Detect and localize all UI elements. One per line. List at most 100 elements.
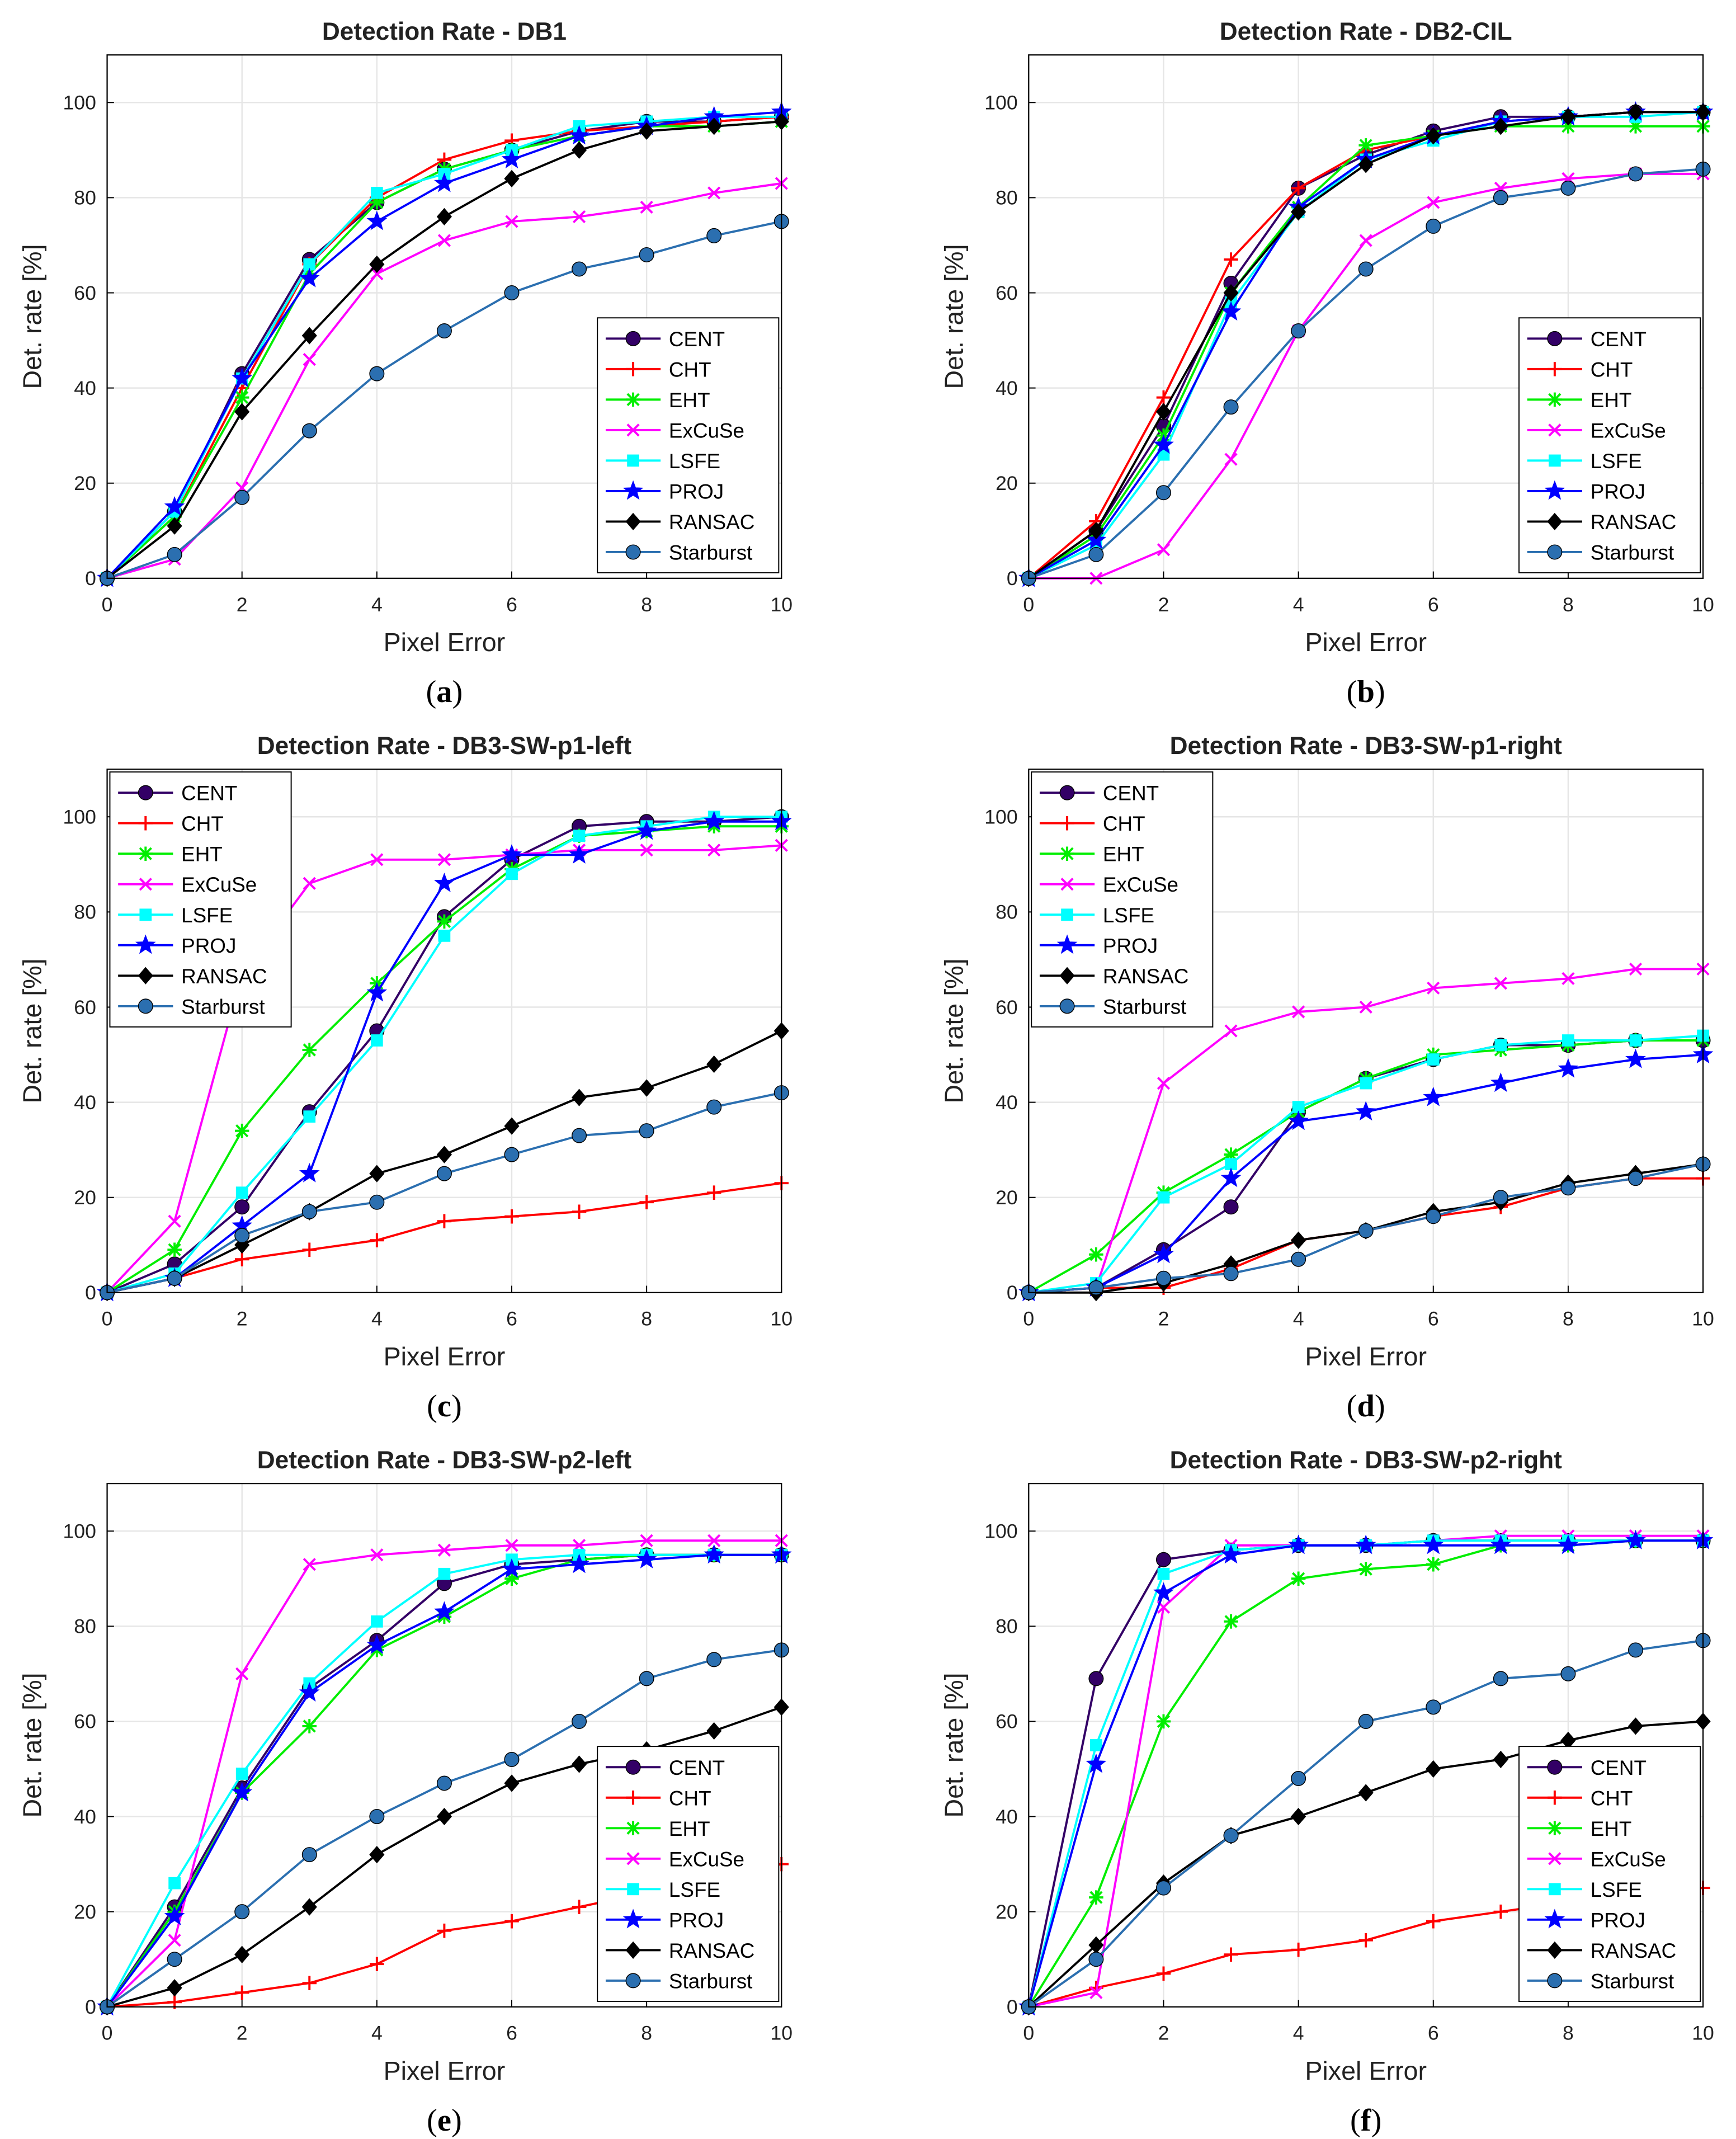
legend-box [109,771,292,1028]
data-point-proj [299,1162,320,1182]
data-point-starburst [1628,1171,1643,1186]
data-point-proj [501,844,522,864]
data-point-starburst [167,1270,182,1286]
legend-item-lsfe: LSFE [118,904,233,927]
legend-item-cent: CENT [1039,782,1159,805]
data-point-proj [569,125,589,145]
y-tick-label: 0 [85,1281,96,1304]
data-point-ransac [436,1146,452,1163]
data-point-eht [302,1043,317,1057]
legend-item-ransac: RANSAC [605,511,754,534]
data-point-starburst [504,285,520,301]
legend-marker [1548,423,1562,437]
x-tick-label: 8 [1563,593,1574,616]
data-point-excuse [303,877,316,890]
legend-marker [1544,480,1565,500]
legend-label: LSFE [1591,1878,1642,1901]
y-axis-label: Det. rate [%] [18,1672,47,1817]
data-point-excuse [370,267,384,281]
legend: CENT CHT EHT ExCuSe LSFE PROJ RANSAC Starburst [1518,317,1701,574]
x-axis-label: Pixel Error [384,628,506,657]
legend-item-excuse: ExCuSe [118,873,257,896]
data-point-cht [1156,1966,1171,1981]
legend-marker [625,331,641,346]
legend-label: ExCuSe [181,873,257,896]
data-point-starburst [436,323,452,339]
data-point-cht [1156,390,1171,405]
data-point-excuse [235,1667,249,1680]
legend-marker [1548,392,1562,407]
x-tick-label: 0 [1023,2022,1034,2044]
legend-label: EHT [669,389,710,412]
legend-label: EHT [669,1817,710,1840]
data-point-starburst [234,1228,250,1243]
data-point-starburst [436,1166,452,1181]
legend-item-cent: CENT [1527,328,1647,351]
data-point-ransac [1560,108,1576,126]
panel-label-close: ) [1371,2103,1382,2138]
y-tick-label: 40 [996,377,1018,399]
data-point-excuse [640,1534,653,1547]
legend-marker [1547,544,1563,560]
data-point-proj [569,1553,589,1573]
legend-item-eht: EHT [1527,1817,1631,1840]
data-point-ransac [504,169,520,187]
data-point-lsfe [303,258,316,271]
data-point-proj [232,368,253,388]
data-point-proj [501,1558,522,1578]
data-point-lsfe [235,1186,248,1199]
data-point-cent [1155,1552,1171,1567]
legend-box [1518,1746,1701,2002]
data-point-starburst [1291,1770,1306,1787]
data-point-starburst [301,423,317,439]
axes-box [106,769,782,1293]
x-tick-label: 6 [1428,2022,1439,2044]
data-point-excuse [168,1934,181,1947]
data-point-ransac [1493,1750,1508,1769]
data-point-proj [164,496,185,516]
y-tick-label: 0 [1007,1281,1018,1304]
data-point-ransac [301,1898,317,1916]
data-point-proj [1625,1529,1646,1549]
x-axis-label: Pixel Error [1305,2056,1427,2085]
legend-marker [1548,1821,1562,1836]
legend-label: CHT [669,358,711,381]
y-tick-label: 80 [74,901,96,924]
data-point-lsfe [1427,1053,1440,1066]
data-point-excuse [1224,1024,1238,1038]
legend-item-proj: PROJ [118,934,236,957]
data-point-excuse [303,1558,316,1571]
y-tick-label: 0 [85,1996,96,2018]
panel-label-letter: e [437,2103,451,2138]
data-point-eht [1291,1571,1306,1586]
data-point-starburst [572,1713,587,1729]
legend-item-ransac: RANSAC [1039,965,1188,988]
data-point-ransac [1155,403,1172,421]
y-tick-label: 20 [74,1186,96,1209]
legend-box [1518,317,1701,574]
x-tick-label: 2 [237,1308,248,1330]
data-point-starburst [504,1147,520,1162]
data-point-lsfe [370,187,383,199]
data-point-starburst [1426,1699,1441,1715]
legend-item-excuse: ExCuSe [1039,873,1178,896]
legend-label: EHT [1103,843,1144,866]
data-point-ransac [234,1236,250,1254]
data-point-proj [1558,1534,1579,1554]
y-tick-label: 80 [996,1615,1018,1638]
data-point-cht [437,1923,452,1938]
axes-box [1028,1483,1704,2008]
legend-label: CENT [1591,328,1647,351]
data-point-starburst [1426,1209,1441,1224]
panel-label-open: ( [427,2103,437,2138]
legend-marker [138,967,153,984]
legend-label: RANSAC [181,965,267,988]
data-point-excuse [707,844,721,857]
data-point-proj [704,811,725,831]
legend-marker [625,544,641,560]
x-tick-label: 4 [1293,2022,1304,2044]
data-point-ransac [706,1055,722,1073]
y-axis-label: Det. rate [%] [939,1672,968,1817]
